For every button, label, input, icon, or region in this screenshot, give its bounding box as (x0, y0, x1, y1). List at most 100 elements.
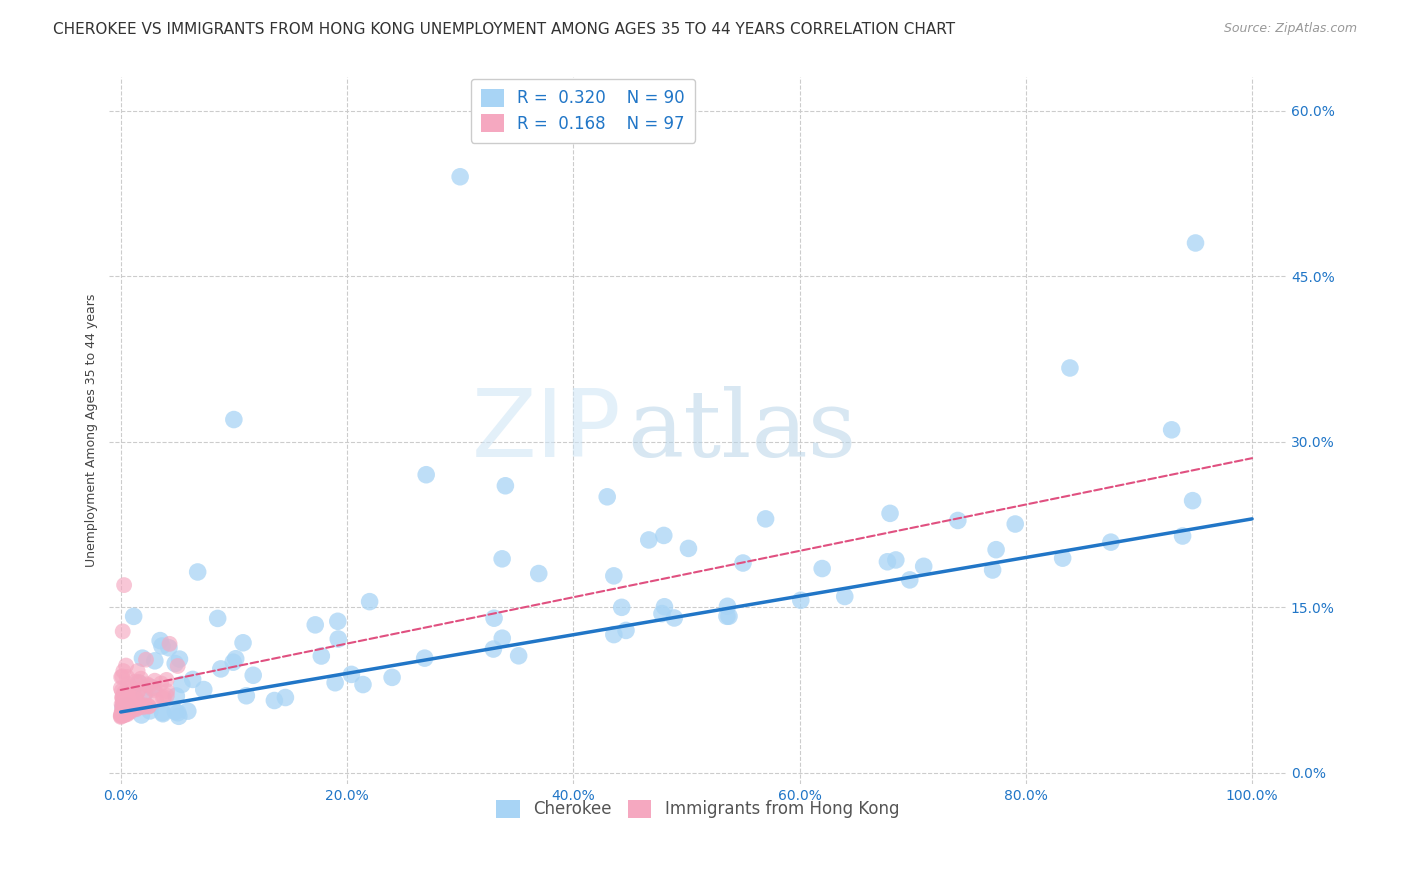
Cherokee (340, 667, 363, 681)
Cherokee (209, 662, 232, 676)
Immigrants from Hong Kong (112, 695, 135, 709)
Cherokee (652, 528, 675, 542)
Cherokee (876, 555, 898, 569)
Immigrants from Hong Kong (112, 578, 135, 592)
Immigrants from Hong Kong (127, 684, 149, 698)
Immigrants from Hong Kong (111, 698, 134, 712)
Immigrants from Hong Kong (118, 700, 141, 714)
Legend: Cherokee, Immigrants from Hong Kong: Cherokee, Immigrants from Hong Kong (489, 793, 905, 825)
Immigrants from Hong Kong (118, 705, 141, 719)
Immigrants from Hong Kong (114, 688, 136, 702)
Cherokee (141, 681, 163, 695)
Cherokee (1160, 423, 1182, 437)
Cherokee (1004, 516, 1026, 531)
Immigrants from Hong Kong (132, 700, 155, 714)
Immigrants from Hong Kong (150, 676, 173, 690)
Immigrants from Hong Kong (114, 707, 136, 722)
Cherokee (1184, 235, 1206, 250)
Immigrants from Hong Kong (112, 691, 135, 706)
Text: CHEROKEE VS IMMIGRANTS FROM HONG KONG UNEMPLOYMENT AMONG AGES 35 TO 44 YEARS COR: CHEROKEE VS IMMIGRANTS FROM HONG KONG UN… (53, 22, 956, 37)
Cherokee (232, 636, 254, 650)
Cherokee (716, 599, 738, 614)
Immigrants from Hong Kong (125, 702, 148, 716)
Cherokee (381, 670, 404, 684)
Cherokee (157, 640, 180, 655)
Cherokee (115, 698, 138, 713)
Cherokee (207, 611, 229, 625)
Immigrants from Hong Kong (134, 688, 156, 702)
Immigrants from Hong Kong (125, 697, 148, 711)
Immigrants from Hong Kong (111, 708, 134, 723)
Cherokee (884, 553, 907, 567)
Cherokee (603, 569, 626, 583)
Immigrants from Hong Kong (121, 700, 143, 714)
Cherokee (128, 676, 150, 690)
Immigrants from Hong Kong (121, 699, 143, 714)
Immigrants from Hong Kong (136, 677, 159, 691)
Immigrants from Hong Kong (115, 670, 138, 684)
Cherokee (755, 512, 778, 526)
Cherokee (491, 631, 513, 645)
Immigrants from Hong Kong (115, 705, 138, 719)
Cherokee (263, 693, 285, 707)
Cherokee (494, 479, 516, 493)
Immigrants from Hong Kong (159, 637, 181, 651)
Cherokee (1181, 493, 1204, 508)
Cherokee (177, 704, 200, 718)
Immigrants from Hong Kong (115, 706, 138, 721)
Immigrants from Hong Kong (156, 689, 179, 703)
Immigrants from Hong Kong (111, 690, 134, 704)
Cherokee (328, 632, 350, 646)
Immigrants from Hong Kong (153, 690, 176, 705)
Cherokee (664, 611, 686, 625)
Cherokee (790, 593, 813, 607)
Immigrants from Hong Kong (111, 705, 134, 719)
Immigrants from Hong Kong (114, 705, 136, 719)
Cherokee (449, 169, 471, 184)
Immigrants from Hong Kong (115, 658, 138, 673)
Immigrants from Hong Kong (112, 706, 135, 721)
Immigrants from Hong Kong (111, 699, 134, 714)
Immigrants from Hong Kong (125, 700, 148, 714)
Cherokee (716, 609, 738, 624)
Cherokee (1171, 529, 1194, 543)
Immigrants from Hong Kong (118, 702, 141, 716)
Cherokee (651, 607, 673, 621)
Immigrants from Hong Kong (121, 698, 143, 713)
Immigrants from Hong Kong (111, 707, 134, 722)
Cherokee (143, 654, 166, 668)
Cherokee (167, 709, 190, 723)
Cherokee (235, 689, 257, 703)
Cherokee (678, 541, 700, 556)
Immigrants from Hong Kong (114, 686, 136, 700)
Cherokee (149, 633, 172, 648)
Cherokee (359, 594, 381, 608)
Cherokee (165, 689, 187, 703)
Immigrants from Hong Kong (111, 669, 134, 683)
Immigrants from Hong Kong (110, 708, 132, 723)
Immigrants from Hong Kong (128, 675, 150, 690)
Cherokee (610, 600, 633, 615)
Text: Source: ZipAtlas.com: Source: ZipAtlas.com (1223, 22, 1357, 36)
Cherokee (134, 687, 156, 701)
Immigrants from Hong Kong (135, 653, 157, 667)
Immigrants from Hong Kong (166, 659, 188, 673)
Cherokee (898, 573, 921, 587)
Cherokee (311, 648, 333, 663)
Cherokee (811, 561, 834, 575)
Immigrants from Hong Kong (110, 707, 132, 722)
Cherokee (1052, 551, 1074, 566)
Cherokee (352, 677, 374, 691)
Cherokee (527, 566, 550, 581)
Cherokee (170, 677, 193, 691)
Immigrants from Hong Kong (115, 703, 138, 717)
Immigrants from Hong Kong (129, 672, 152, 686)
Immigrants from Hong Kong (143, 681, 166, 696)
Immigrants from Hong Kong (138, 679, 160, 693)
Cherokee (222, 655, 245, 669)
Cherokee (984, 542, 1007, 557)
Immigrants from Hong Kong (115, 707, 138, 722)
Immigrants from Hong Kong (114, 705, 136, 719)
Cherokee (1099, 535, 1122, 549)
Cherokee (731, 556, 754, 570)
